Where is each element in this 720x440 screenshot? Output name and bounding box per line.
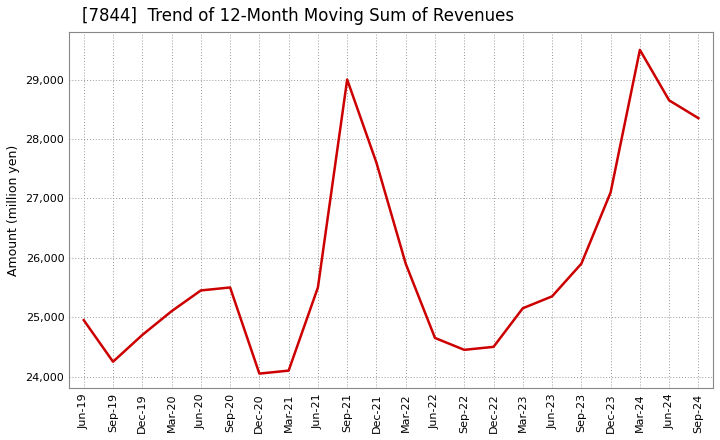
Text: [7844]  Trend of 12-Month Moving Sum of Revenues: [7844] Trend of 12-Month Moving Sum of R… (82, 7, 514, 25)
Y-axis label: Amount (million yen): Amount (million yen) (7, 145, 20, 276)
